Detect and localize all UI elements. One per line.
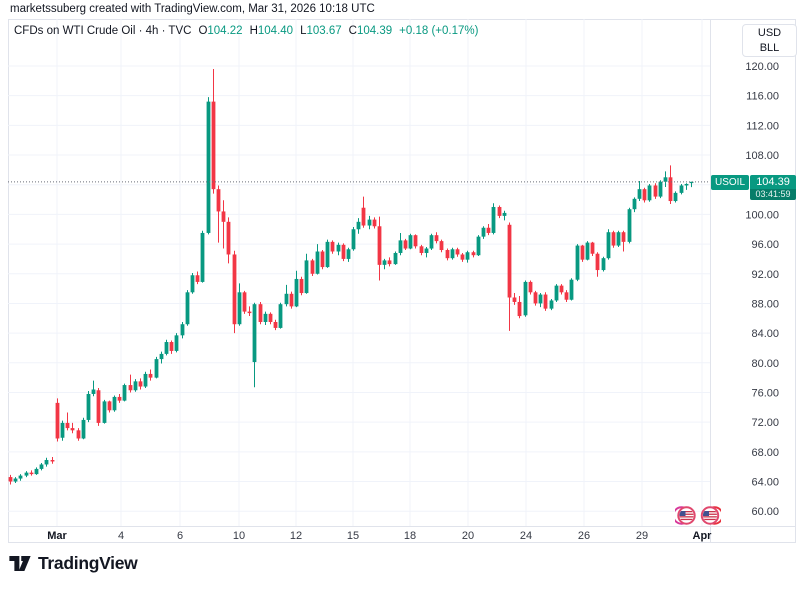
svg-text:96.00: 96.00 <box>751 239 779 251</box>
svg-text:80.00: 80.00 <box>751 358 779 370</box>
attribution-text: marketssuberg created with TradingView.c… <box>10 3 375 15</box>
svg-text:Apr: Apr <box>693 530 713 542</box>
svg-text:76.00: 76.00 <box>751 387 779 399</box>
last-price-value: 104.39 <box>756 175 790 188</box>
grid-lines <box>8 19 710 526</box>
legend-high: H104.40 <box>249 25 294 37</box>
price-label-symbol: USOIL <box>711 174 750 190</box>
time-axis[interactable]: Mar 4 6 10 12 15 18 20 24 26 29 Apr <box>47 530 712 542</box>
svg-text:6: 6 <box>177 530 183 542</box>
svg-text:20: 20 <box>462 530 474 542</box>
tradingview-logo-text: TradingView <box>38 553 138 573</box>
currency-unit-box[interactable]: USD BLL <box>742 24 797 57</box>
svg-text:10: 10 <box>233 530 245 542</box>
svg-text:4: 4 <box>118 530 124 542</box>
legend-open: O104.22 <box>198 25 243 37</box>
svg-text:60.00: 60.00 <box>751 506 779 518</box>
svg-text:24: 24 <box>520 530 532 542</box>
chart-card <box>8 19 796 543</box>
symbol-title[interactable]: CFDs on WTI Crude Oil · 4h · TVC <box>14 25 192 37</box>
last-price-label: USOIL 104.39 03:41:59 <box>711 174 797 200</box>
tradingview-mark-icon <box>9 556 31 571</box>
svg-text:120.00: 120.00 <box>745 61 779 73</box>
legend-low: L103.67 <box>300 25 342 37</box>
price-label-value-box: 104.39 03:41:59 <box>750 174 797 200</box>
svg-text:72.00: 72.00 <box>751 417 779 429</box>
svg-text:116.00: 116.00 <box>746 91 779 103</box>
legend-change: +0.18 (+0.17%) <box>399 25 479 37</box>
svg-text:64.00: 64.00 <box>751 477 779 489</box>
svg-text:68.00: 68.00 <box>751 447 779 459</box>
svg-text:29: 29 <box>636 530 648 542</box>
currency-label: USD <box>757 26 782 39</box>
svg-text:12: 12 <box>290 530 302 542</box>
svg-text:92.00: 92.00 <box>751 269 779 281</box>
symbol-legend[interactable]: CFDs on WTI Crude Oil · 4h · TVC O104.22… <box>14 25 478 37</box>
candlestick-series[interactable] <box>8 68 694 485</box>
tradingview-logo[interactable]: TradingView <box>9 553 138 574</box>
svg-text:108.00: 108.00 <box>745 150 779 162</box>
svg-text:88.00: 88.00 <box>751 298 779 310</box>
bar-countdown: 03:41:59 <box>750 188 797 200</box>
us-flag-event-icon[interactable] <box>672 505 696 526</box>
us-flag-event-icon[interactable] <box>700 505 724 526</box>
svg-text:Mar: Mar <box>47 530 67 542</box>
svg-text:100.00: 100.00 <box>745 209 779 221</box>
price-axis[interactable]: 120.00 116.00 112.00 108.00 100.00 96.00 92.00… <box>745 61 779 518</box>
unit-label: BLL <box>759 41 780 54</box>
svg-text:112.00: 112.00 <box>746 120 779 132</box>
svg-text:15: 15 <box>347 530 359 542</box>
svg-text:26: 26 <box>578 530 590 542</box>
legend-close: C104.39 <box>348 25 393 37</box>
svg-text:18: 18 <box>404 530 416 542</box>
svg-text:84.00: 84.00 <box>751 328 779 340</box>
